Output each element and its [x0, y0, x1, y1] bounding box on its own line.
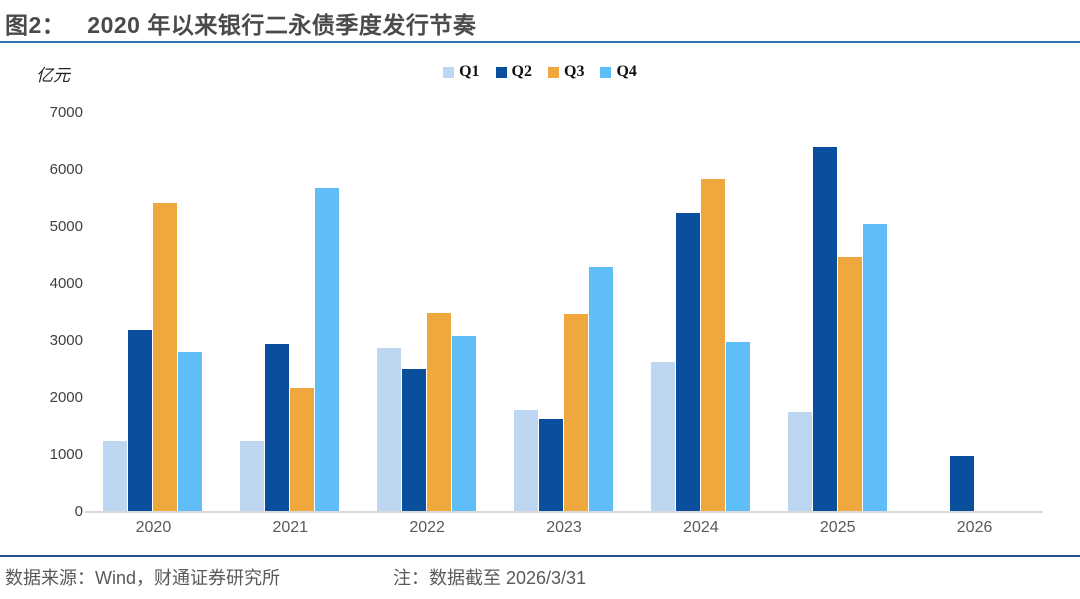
data-note: 注：数据截至 2026/3/31 [393, 568, 587, 588]
legend-item-q4: Q4 [600, 63, 637, 81]
x-axis-label-2020: 2020 [135, 519, 172, 536]
y-axis-label-5000: 5000 [49, 218, 83, 235]
legend-label-q3: Q3 [564, 63, 585, 80]
x-axis-label-2024: 2024 [683, 519, 719, 536]
bar-2021-q3 [290, 387, 315, 512]
legend-label-q4: Q4 [616, 63, 637, 80]
y-axis-label-4000: 4000 [49, 275, 83, 292]
y-axis-unit-label: 亿元 [36, 66, 70, 85]
legend-swatch-q1 [443, 66, 455, 78]
legend-swatch-q3 [548, 66, 559, 78]
bar-2024-q1 [650, 362, 675, 512]
x-axis-line [85, 511, 1043, 513]
bar-2023-q1 [514, 409, 538, 512]
bar-2024-q4 [725, 341, 750, 512]
x-axis-label-2023: 2023 [546, 519, 582, 536]
legend-item-q2: Q2 [495, 63, 532, 81]
y-axis-label-6000: 6000 [49, 161, 83, 178]
data-source: 数据来源：Wind，财通证券研究所 [5, 568, 281, 588]
bar-2025-q4 [862, 224, 887, 512]
bar-2020-q3 [153, 202, 178, 512]
bar-2020-q1 [103, 440, 128, 512]
chart-legend: Q1 Q2 Q3 Q4 [0, 62, 1080, 82]
bar-2026-q2 [949, 455, 974, 512]
legend-label-q1: Q1 [459, 63, 480, 80]
legend-swatch-q2 [495, 66, 507, 78]
bar-2022-q4 [452, 335, 477, 512]
legend-label-q2: Q2 [511, 63, 532, 80]
bar-2024-q3 [700, 179, 725, 512]
bar-2025-q3 [837, 257, 862, 512]
bar-2023-q3 [564, 313, 588, 512]
bar-2021-q1 [240, 440, 265, 512]
plot-area [85, 113, 1043, 512]
legend-item-q1: Q1 [443, 63, 480, 81]
bar-2022-q2 [402, 368, 427, 512]
x-axis-label-2025: 2025 [819, 519, 856, 536]
bar-2025-q2 [812, 147, 837, 512]
x-axis-label-2026: 2026 [956, 519, 993, 536]
x-axis-label-2022: 2022 [409, 519, 445, 536]
footer-divider [0, 555, 1080, 557]
bar-2025-q1 [787, 412, 812, 512]
bar-2020-q2 [128, 329, 153, 512]
bar-2020-q4 [178, 351, 203, 512]
bar-2024-q2 [675, 212, 700, 512]
legend-swatch-q4 [600, 66, 612, 78]
title-divider [0, 41, 1080, 43]
bar-2023-q4 [589, 266, 613, 512]
y-axis-label-7000: 7000 [49, 104, 83, 121]
y-axis-label-2000: 2000 [49, 389, 83, 406]
figure-title: 图2： 2020 年以来银行二永债季度发行节奏 [5, 6, 476, 40]
y-axis-label-3000: 3000 [49, 332, 83, 349]
bar-2023-q2 [539, 418, 563, 512]
x-axis-label-2021: 2021 [272, 519, 309, 536]
y-axis-label-0: 0 [74, 503, 83, 520]
figure-label: 图2： [5, 12, 66, 38]
figure-title-text: 2020 年以来银行二永债季度发行节奏 [87, 12, 477, 38]
legend-item-q3: Q3 [548, 63, 584, 81]
bar-2021-q4 [315, 188, 340, 512]
y-axis-label-1000: 1000 [49, 446, 83, 463]
bar-2022-q3 [427, 312, 452, 512]
bar-2021-q2 [265, 343, 290, 512]
bar-2022-q1 [377, 347, 402, 512]
